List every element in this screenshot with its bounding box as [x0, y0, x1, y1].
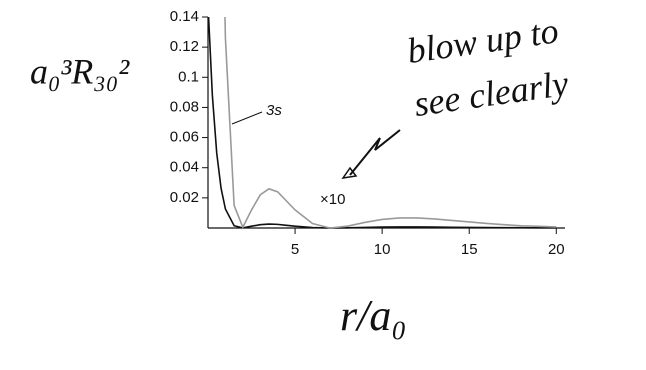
series-label: 3s [266, 102, 282, 119]
label-leader [231, 111, 263, 125]
y-tick-label: 0.1 [178, 68, 199, 85]
arrow-head [341, 166, 358, 180]
series-line [224, 17, 557, 229]
y-tick-label: 0.08 [170, 98, 199, 115]
x-axis-label: r/a₀ [340, 291, 407, 340]
y-tick-label: 0.12 [170, 38, 199, 55]
series-line [208, 17, 557, 229]
x-tick-label: 5 [291, 241, 299, 258]
y-axis-label: a₀³R₃₀² [30, 51, 130, 91]
annotation-arrow [349, 129, 401, 176]
annotation-line: see clearly [412, 63, 571, 124]
y-tick-label: 0.02 [170, 189, 199, 206]
x-tick-label: 20 [548, 241, 565, 258]
x-tick-label: 10 [374, 241, 391, 258]
y-tick-label: 0.04 [170, 159, 199, 176]
series-label: ×10 [320, 191, 345, 208]
series-group [208, 17, 557, 229]
annotation-line: blow up to [405, 10, 561, 71]
x-tick-label: 15 [461, 241, 478, 258]
y-tick-label: 0.14 [170, 8, 199, 25]
y-tick-label: 0.06 [170, 129, 199, 146]
